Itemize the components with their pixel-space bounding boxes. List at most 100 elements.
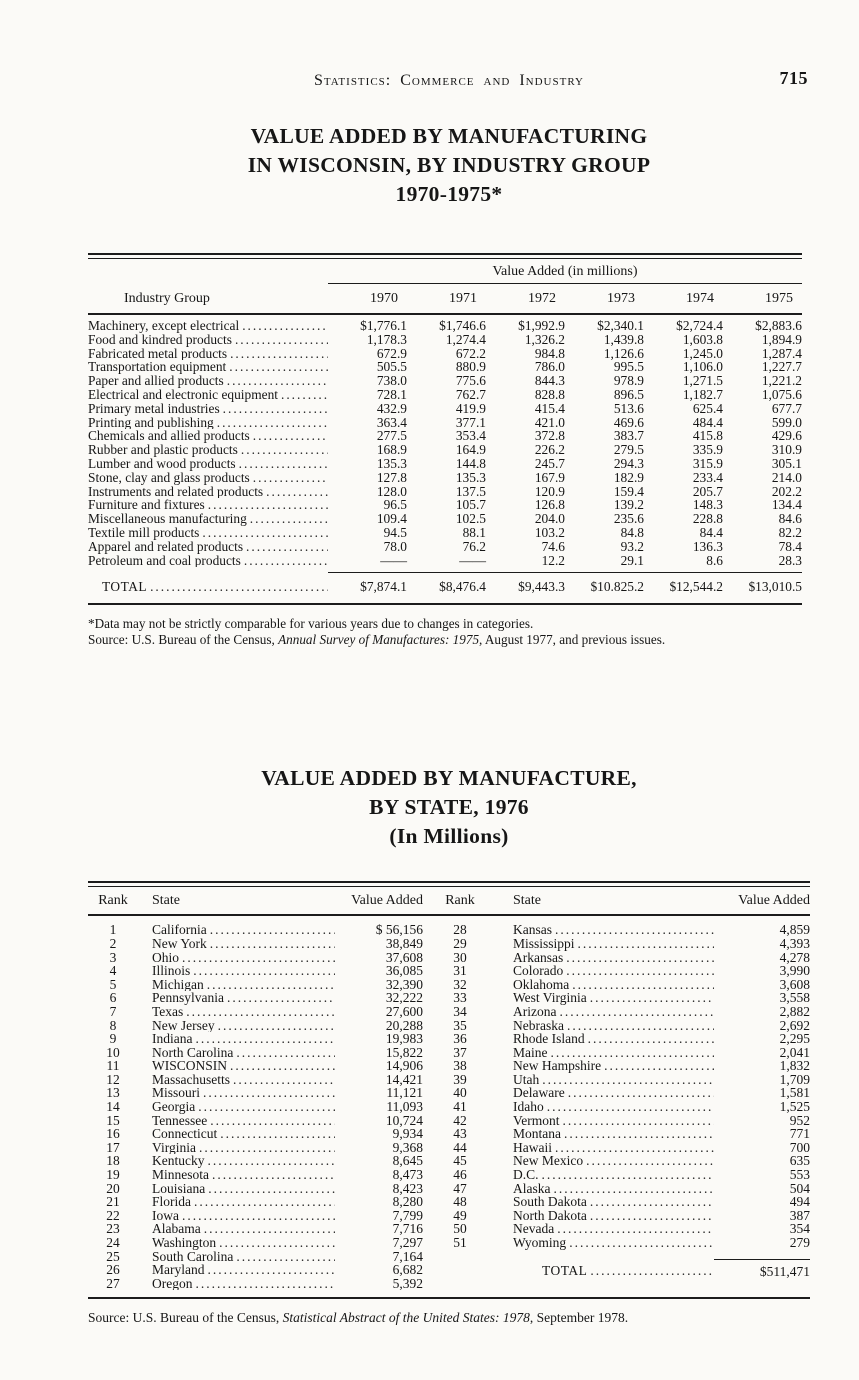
dot-leader	[551, 1046, 715, 1060]
state-title-line1: VALUE ADDED BY MANUFACTURE,	[261, 766, 637, 791]
value-cell: 335.9	[692, 442, 723, 458]
table-row: Electrical and electronic equipment 728.1…	[88, 388, 802, 402]
row-label: North Dakota	[513, 1208, 587, 1223]
table-row: 32 Oklahoma 3,608	[437, 978, 810, 992]
value-cell: 204.0	[534, 511, 565, 527]
value-cell: 7,297	[392, 1235, 423, 1250]
rank-cell: 45	[453, 1153, 467, 1169]
total-value-cell: $12,544.2	[669, 579, 723, 595]
value-cell: 14,906	[385, 1058, 423, 1074]
dot-leader	[590, 1263, 714, 1280]
row-label-cell: North Dakota	[483, 1209, 714, 1223]
row-label: South Dakota	[513, 1195, 587, 1209]
row-label-cell: Kentucky	[138, 1154, 335, 1168]
row-label: Nebraska	[513, 1018, 564, 1033]
value-cell: 1,221.2	[761, 373, 802, 389]
row-label: Arkansas	[513, 950, 564, 965]
span-header-row: Value Added (in millions)	[88, 260, 802, 284]
table-row: Transportation equipment 505.5 880.9 786.0 9…	[88, 360, 802, 374]
row-label: Massachusetts	[152, 1072, 230, 1087]
value-cell: 363.4	[376, 414, 407, 430]
dot-leader	[230, 1059, 335, 1073]
row-label-cell: Fabricated metal products	[88, 347, 328, 361]
row-label: Washington	[152, 1236, 217, 1250]
row-label: Oregon	[152, 1276, 193, 1291]
value-cell: 88.1	[462, 524, 486, 540]
dot-leader	[204, 1222, 335, 1236]
row-label: Petroleum and coal products	[88, 553, 241, 568]
value-cell: 1,271.5	[682, 373, 723, 389]
value-cell: 38,849	[385, 935, 423, 951]
value-cell: 127.8	[376, 469, 407, 485]
value-cell: 139.2	[613, 497, 644, 513]
row-label: Delaware	[513, 1086, 565, 1101]
value-cell: 377.1	[455, 414, 486, 430]
rank-cell: 11	[106, 1058, 120, 1074]
row-label: WISCONSIN	[152, 1059, 228, 1073]
value-added-header: Value Added	[738, 893, 810, 909]
table-row: Chemicals and allied products 277.5 353.4 3…	[88, 429, 802, 443]
table-row: 12 Massachusetts 14,421	[88, 1073, 423, 1087]
row-label: New Hampshire	[513, 1059, 602, 1073]
row-label-cell: Minnesota	[138, 1168, 335, 1182]
rank-cell: 48	[453, 1194, 467, 1210]
row-label-cell: Lumber and wood products	[88, 457, 328, 471]
value-cell: 1,525	[779, 1099, 810, 1115]
row-label: South Carolina	[152, 1249, 234, 1264]
dot-leader	[242, 319, 328, 333]
year-header: 1970	[370, 291, 398, 306]
table-row: 28 Kansas 4,859	[437, 923, 810, 937]
value-cell: 134.4	[771, 497, 802, 513]
row-label-cell: Kansas	[483, 923, 714, 937]
value-cell: 1,126.6	[603, 345, 644, 361]
value-cell: 136.3	[692, 538, 723, 554]
row-label-cell: Oregon	[138, 1277, 335, 1291]
value-cell: 978.9	[613, 373, 644, 389]
source-prefix: Source: U.S. Bureau of the Census,	[88, 1310, 283, 1326]
running-head: Statistics: Commerce and Industry	[313, 72, 585, 89]
rank-cell: 30	[453, 949, 467, 965]
row-label-cell: Textile mill products	[88, 526, 328, 540]
row-label-cell: Delaware	[483, 1086, 714, 1100]
table-row: 13 Missouri 11,121	[88, 1086, 423, 1100]
rank-cell: 5	[109, 976, 117, 992]
total-value-cell: $9,443.3	[518, 579, 565, 595]
column-gutter	[423, 923, 437, 1290]
rank-cell: 43	[453, 1126, 467, 1142]
rank-cell: 41	[453, 1099, 467, 1115]
value-cell: 354	[789, 1221, 810, 1237]
table-row: 36 Rhode Island 2,295	[437, 1032, 810, 1046]
row-label-cell: New York	[138, 937, 335, 951]
rank-cell: 32	[453, 976, 467, 992]
rank-cell: 18	[106, 1153, 120, 1169]
rank-cell: 26	[106, 1262, 120, 1278]
row-label-cell: Transportation equipment	[88, 360, 328, 374]
industry-table-footnotes: *Data may not be strictly comparable for…	[88, 616, 810, 648]
rank-cell: 22	[106, 1207, 120, 1223]
dot-leader	[203, 1086, 335, 1100]
dot-leader	[210, 1114, 335, 1128]
value-cell: 168.9	[376, 442, 407, 458]
row-label-cell: Texas	[138, 1005, 335, 1019]
value-cell: 484.4	[692, 414, 723, 430]
dot-leader	[229, 360, 328, 374]
row-label-cell: New Hampshire	[483, 1059, 714, 1073]
dot-leader	[207, 1263, 335, 1277]
row-label-cell: Petroleum and coal products	[88, 554, 328, 568]
dot-leader	[239, 457, 328, 471]
dot-leader	[218, 1019, 335, 1033]
value-cell: 7,799	[392, 1207, 423, 1223]
value-cell: 32,390	[385, 976, 423, 992]
value-cell: $2,883.6	[755, 318, 802, 333]
value-cell: 505.5	[376, 359, 407, 375]
table-row: 34 Arizona 2,882	[437, 1005, 810, 1019]
table-row: Lumber and wood products 135.3 144.8 245.7 2…	[88, 457, 802, 471]
industry-title-line3: 1970-1975*	[395, 182, 503, 206]
row-label: Printing and publishing	[88, 415, 214, 430]
dot-leader	[227, 374, 328, 388]
value-added-header: Value Added	[351, 893, 423, 909]
table-row: 2 New York 38,849	[88, 937, 423, 951]
row-label: Iowa	[152, 1208, 179, 1223]
row-label: Minnesota	[152, 1168, 209, 1182]
value-cell: 19,983	[385, 1031, 423, 1047]
